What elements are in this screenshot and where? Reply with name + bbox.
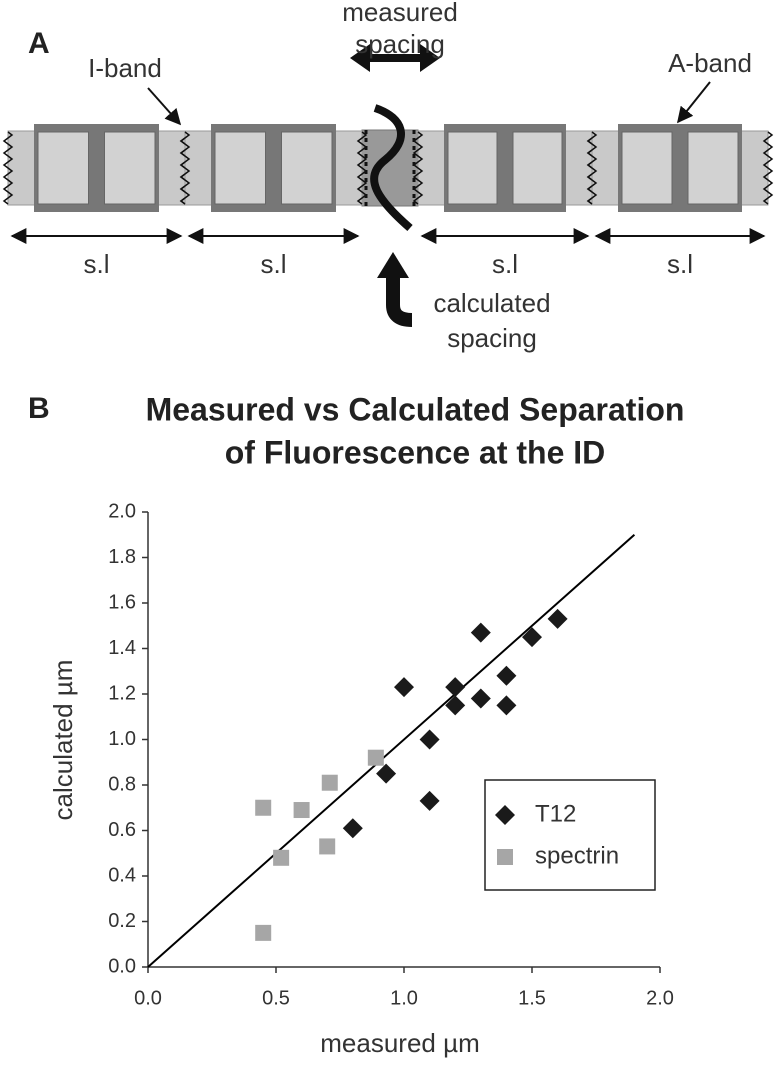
y-tick-label: 0.6 (108, 819, 136, 841)
point (470, 688, 491, 709)
measured-label: measured (342, 0, 458, 27)
y-tick-label: 1.0 (108, 728, 136, 750)
i-band-label: I-band (88, 53, 162, 83)
point (342, 818, 363, 839)
plot: 0.0 0.2 0.4 0.6 0.8 1.0 1.2 1.4 1.6 1.8 2.0 0.0 0.5 1… (108, 500, 674, 1009)
y-tick-label: 0.0 (108, 955, 136, 977)
diagram: s.l s.l s.l s.l (2, 44, 774, 327)
legend-label: T12 (535, 800, 576, 827)
x-tick-label: 2.0 (646, 987, 674, 1009)
panel-label: B (28, 392, 50, 425)
a-band-half (104, 131, 156, 205)
y-tick-label: 0.8 (108, 773, 136, 795)
point (496, 695, 517, 716)
legend-marker (495, 805, 515, 825)
x-axis-label: measured µm (320, 1028, 479, 1058)
z-line (586, 131, 598, 205)
a-band-half (37, 131, 89, 205)
chart-title: Measured vs Calculated Separation (146, 391, 685, 427)
point (522, 627, 542, 648)
panel-label: A (28, 27, 50, 60)
legend-label: spectrin (535, 842, 619, 869)
point (367, 749, 384, 766)
calculated-label: spacing (447, 323, 537, 353)
point (255, 799, 272, 816)
point (496, 665, 517, 686)
a-band-half (621, 131, 673, 205)
pointer (677, 81, 711, 124)
y-tick-label: 0.4 (108, 864, 136, 886)
x-tick-label: 0.5 (262, 987, 290, 1009)
y-tick-label: 0.2 (108, 910, 136, 932)
membrane (370, 104, 413, 232)
arrow-head (350, 44, 370, 72)
legend (484, 779, 656, 891)
z-line (356, 131, 368, 205)
point (445, 695, 466, 716)
z-line (412, 131, 424, 205)
arrow-head (420, 44, 440, 72)
a-band-half (687, 131, 739, 205)
point (445, 677, 466, 698)
pointer (147, 87, 182, 126)
a-band-half (281, 131, 333, 205)
y-tick-label: 1.2 (108, 682, 136, 704)
point (470, 622, 491, 643)
reference-line (147, 534, 636, 968)
sl-label: s.l (492, 249, 518, 279)
z-line (179, 131, 191, 205)
sl-label: s.l (667, 249, 693, 279)
sl-label: s.l (84, 249, 110, 279)
intercalated-disc (361, 129, 419, 207)
measured-label: spacing (355, 29, 445, 59)
point (293, 802, 310, 819)
a-band-half (447, 131, 498, 205)
z-line (762, 131, 774, 205)
point (255, 924, 272, 941)
x-tick-label: 1.0 (390, 987, 418, 1009)
x-tick-label: 1.5 (518, 987, 546, 1009)
z-line (2, 131, 14, 205)
y-tick-label: 2.0 (108, 500, 136, 522)
point (321, 774, 338, 791)
y-tick-label: 1.8 (108, 546, 136, 568)
y-axis-label: calculated µm (48, 660, 78, 821)
point (419, 729, 440, 750)
point (273, 849, 290, 866)
point (376, 763, 397, 784)
point (319, 838, 336, 855)
a-band-label: A-band (668, 48, 752, 78)
calculated-arrow (386, 272, 413, 327)
a-band-half (512, 131, 563, 205)
sl-label: s.l (261, 249, 287, 279)
chart-title: of Fluorescence at the ID (225, 434, 606, 470)
x-tick-label: 0.0 (134, 987, 162, 1009)
y-tick-label: 1.4 (108, 637, 136, 659)
y-tick-label: 1.6 (108, 591, 136, 613)
calculated-label: calculated (433, 288, 550, 318)
legend-marker (497, 849, 513, 865)
arrow-head (377, 252, 409, 278)
point (547, 608, 568, 629)
a-band-half (214, 131, 266, 205)
point (394, 677, 414, 698)
point (419, 790, 440, 811)
